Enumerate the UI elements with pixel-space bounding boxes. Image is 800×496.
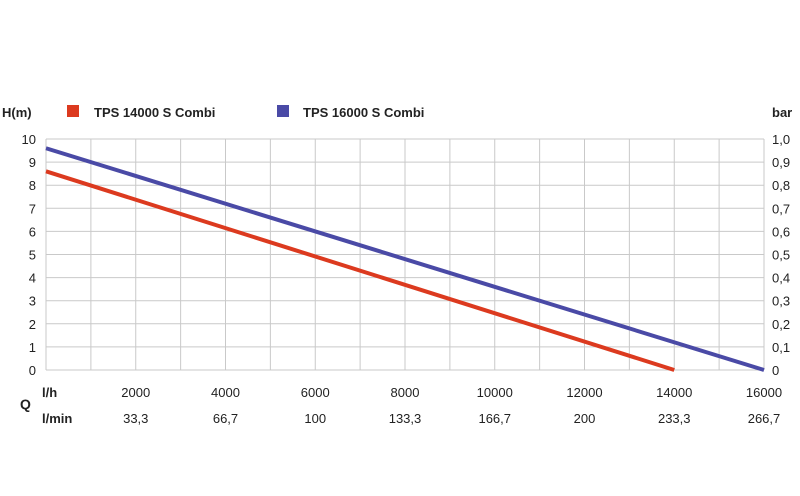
legend: TPS 14000 S Combi TPS 16000 S Combi <box>67 105 424 120</box>
x-tick-lh: 2000 <box>121 385 150 400</box>
x-tick-lh: 6000 <box>301 385 330 400</box>
right-axis-label: bar <box>772 105 792 120</box>
right-tick-label: 1,0 <box>772 132 790 147</box>
right-tick-label: 0,1 <box>772 340 790 355</box>
legend-label-tps14000: TPS 14000 S Combi <box>94 105 215 120</box>
x-tick-lmin: 233,3 <box>658 411 691 426</box>
x-tick-lh: 16000 <box>746 385 782 400</box>
legend-label-tps16000: TPS 16000 S Combi <box>303 105 424 120</box>
x-tick-lmin: 66,7 <box>213 411 238 426</box>
grid <box>45 138 765 371</box>
left-tick-label: 9 <box>29 155 36 170</box>
right-tick-label: 0 <box>772 363 779 378</box>
x-tick-lh: 12000 <box>566 385 602 400</box>
left-tick-label: 6 <box>29 224 36 239</box>
left-tick-label: 4 <box>29 271 36 286</box>
x-tick-lmin: 166,7 <box>478 411 511 426</box>
x-unit-lh: l/h <box>42 385 57 400</box>
left-tick-label: 1 <box>29 340 36 355</box>
x-label-q: Q <box>20 396 31 412</box>
x-tick-lh: 10000 <box>477 385 513 400</box>
right-tick-label: 0,4 <box>772 271 790 286</box>
x-tick-lh: 4000 <box>211 385 240 400</box>
left-tick-label: 3 <box>29 294 36 309</box>
x-unit-lmin: l/min <box>42 411 72 426</box>
right-tick-label: 0,2 <box>772 317 790 332</box>
x-axis-ticks: 2000 4000 6000 8000 10000 12000 14000 16000 33,3… <box>121 385 782 426</box>
series-line-1 <box>45 146 765 372</box>
x-tick-lh: 8000 <box>391 385 420 400</box>
right-tick-label: 0,9 <box>772 155 790 170</box>
series-lines <box>45 146 765 372</box>
right-tick-label: 0,6 <box>772 224 790 239</box>
right-tick-label: 0,3 <box>772 294 790 309</box>
left-tick-label: 5 <box>29 248 36 263</box>
right-axis-ticks: 0 0,1 0,2 0,3 0,4 0,5 0,6 0,7 0,8 0,9 1,0 <box>772 132 790 378</box>
left-tick-label: 7 <box>29 201 36 216</box>
x-tick-lmin: 100 <box>304 411 326 426</box>
right-tick-label: 0,8 <box>772 178 790 193</box>
right-tick-label: 0,7 <box>772 201 790 216</box>
x-tick-lmin: 200 <box>574 411 596 426</box>
x-tick-lh: 14000 <box>656 385 692 400</box>
left-tick-label: 2 <box>29 317 36 332</box>
left-tick-label: 10 <box>22 132 36 147</box>
right-tick-label: 0,5 <box>772 248 790 263</box>
series-line-0 <box>45 169 675 372</box>
x-tick-lmin: 133,3 <box>389 411 422 426</box>
left-axis-label: H(m) <box>2 105 32 120</box>
x-tick-lmin: 33,3 <box>123 411 148 426</box>
legend-swatch-tps16000 <box>277 105 289 117</box>
left-axis-ticks: 0 1 2 3 4 5 6 7 8 9 10 <box>22 132 36 378</box>
left-tick-label: 0 <box>29 363 36 378</box>
legend-swatch-tps14000 <box>67 105 79 117</box>
x-tick-lmin: 266,7 <box>748 411 781 426</box>
left-tick-label: 8 <box>29 178 36 193</box>
